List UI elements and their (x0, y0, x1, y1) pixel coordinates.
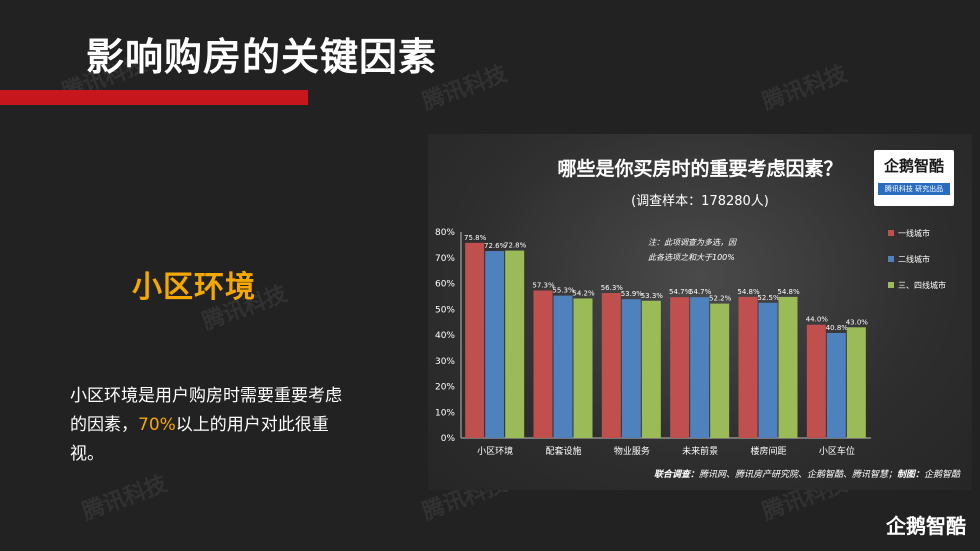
bar-2-6 (826, 332, 846, 438)
watermark: 腾讯科技 (79, 471, 171, 526)
data-label: 44.0% (806, 316, 829, 324)
data-label: 54.2% (572, 289, 595, 297)
y-tick-label: 80% (435, 228, 455, 238)
bar-2-4 (690, 297, 710, 438)
description-highlight: 70% (138, 415, 176, 435)
section-heading: 小区环境 (132, 270, 256, 305)
data-label: 75.8% (464, 234, 487, 242)
bar-3-3 (641, 300, 661, 438)
chart-panel: 哪些是你买房时的重要考虑因素？ (调查样本：178280人) 企鹅智酷 腾讯科技… (428, 134, 972, 490)
x-tick-label: 小区环境 (477, 445, 513, 457)
footer-maker: 企鹅智酷 (923, 470, 960, 480)
chart-logo-tagline: 腾讯科技 研究出品 (878, 183, 950, 195)
bar-3-1 (505, 250, 525, 438)
chart-logo: 企鹅智酷 腾讯科技 研究出品 (874, 150, 954, 206)
y-tick-label: 0% (441, 434, 456, 444)
data-label: 57.3% (532, 281, 555, 289)
data-label: 40.8% (826, 324, 849, 332)
chart-note: 注：此项调查为多选，因 (648, 238, 737, 247)
chart-logo-name: 企鹅智酷 (883, 157, 944, 175)
legend-swatch (888, 230, 894, 236)
description-text: 小区环境是用户购房时需要重要考虑的因素，70%以上的用户对此很重视。 (70, 382, 350, 469)
data-label: 53.9% (621, 290, 644, 298)
data-label: 54.8% (777, 288, 800, 296)
x-tick-label: 配套设施 (545, 445, 581, 457)
legend-swatch (888, 256, 894, 262)
bar-3-5 (778, 296, 798, 438)
chart-title: 哪些是你买房时的重要考虑因素？ (557, 158, 843, 180)
chart-footer: 联合调查：腾讯网、腾讯房产研究院、企鹅智酷、腾讯智慧；制图：企鹅智酷 (654, 467, 960, 480)
legend-label: 三、四线城市 (898, 280, 946, 290)
title-accent-bar (0, 90, 308, 105)
data-label: 56.3% (601, 284, 624, 292)
bar-chart: 0% 10% 20% 30% 40% 50% 60% 70% 80% 75.8%72.6%72.8… (435, 228, 946, 457)
data-label: 52.5% (757, 294, 780, 302)
bar-3-2 (573, 298, 593, 438)
data-label: 72.8% (504, 242, 527, 250)
description-part: 以上的用户对此很重视。 (70, 415, 329, 464)
y-tick-label: 70% (435, 254, 455, 264)
footer-partners: 腾讯网、腾讯房产研究院、企鹅智酷、腾讯智慧； (698, 470, 897, 480)
y-tick-label: 20% (435, 383, 455, 393)
data-label: 52.2% (709, 295, 732, 303)
data-label: 54.7% (669, 288, 692, 296)
footer-label: 联合调查： (653, 470, 699, 480)
legend-label: 二线城市 (898, 254, 930, 264)
y-tick-label: 40% (435, 331, 455, 341)
y-tick-label: 60% (435, 280, 455, 290)
bar-1-1 (465, 242, 485, 438)
bar-1-6 (806, 324, 826, 438)
x-tick-label: 物业服务 (614, 445, 650, 457)
x-tick-label: 未来前景 (682, 445, 718, 457)
x-tick-label: 小区车位 (819, 445, 855, 457)
y-tick-label: 10% (435, 408, 455, 418)
bar-3-6 (846, 327, 866, 438)
page-title: 影响购房的关键因素 (86, 35, 438, 79)
footer-made-label: 制图： (896, 470, 924, 480)
data-label: 54.8% (737, 288, 760, 296)
x-tick-label: 楼房间距 (750, 445, 786, 457)
bar-2-2 (553, 295, 573, 438)
data-label: 72.6% (484, 242, 507, 250)
bar-1-2 (533, 290, 553, 438)
chart-note: 此各选项之和大于100% (648, 253, 735, 262)
data-label: 53.3% (641, 292, 664, 300)
legend-label: 一线城市 (898, 228, 930, 238)
bar-2-1 (485, 251, 505, 438)
data-label: 55.3% (552, 287, 575, 295)
bar-2-5 (758, 302, 778, 438)
legend-swatch (888, 282, 894, 288)
bar-1-3 (601, 293, 621, 438)
y-tick-label: 30% (435, 357, 455, 367)
description-part: 小区环境是用户购房时需要重要考虑的因素， (70, 386, 342, 435)
chart-subtitle: (调查样本：178280人) (631, 194, 769, 209)
data-label: 54.7% (689, 288, 712, 296)
y-tick-label: 50% (435, 305, 455, 315)
bar-2-3 (621, 299, 641, 438)
bar-3-4 (710, 303, 730, 438)
bar-1-5 (738, 296, 758, 438)
corner-logo: 企鹅智酷 (886, 514, 966, 538)
data-label: 43.0% (846, 318, 869, 326)
watermark: 腾讯科技 (759, 61, 851, 116)
bar-1-4 (670, 297, 690, 438)
